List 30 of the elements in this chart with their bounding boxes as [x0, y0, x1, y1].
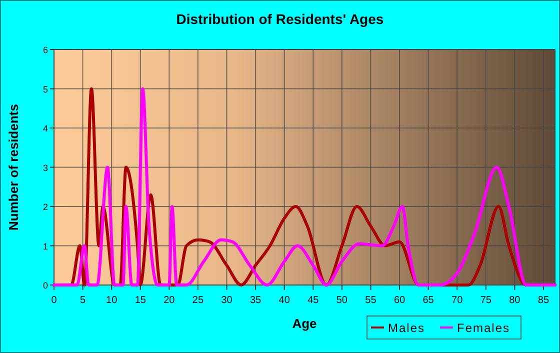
- x-tick-label: 30: [221, 295, 233, 306]
- x-tick-label: 10: [106, 295, 118, 306]
- y-axis-title: Number of residents: [6, 104, 21, 230]
- x-tick-label: 65: [422, 295, 434, 306]
- y-tick-label: 6: [42, 45, 48, 55]
- y-tick-label: 1: [42, 241, 48, 252]
- x-tick-label: 15: [134, 295, 146, 306]
- x-tick-label: 0: [51, 295, 58, 306]
- x-tick-label: 60: [394, 295, 406, 306]
- x-tick-label: 20: [164, 295, 176, 306]
- x-tick-label: 70: [452, 295, 464, 306]
- legend-label: Females: [457, 321, 510, 335]
- x-tick-label: 80: [509, 295, 521, 306]
- legend-label: Males: [388, 321, 426, 335]
- y-tick-label: 3: [42, 162, 48, 173]
- x-tick-label: 75: [480, 295, 492, 306]
- y-tick-label: 5: [42, 84, 48, 94]
- x-tick-label: 40: [278, 295, 290, 306]
- y-tick-label: 0: [42, 280, 48, 290]
- y-tick-label: 4: [42, 124, 48, 134]
- x-tick-label: 5: [80, 295, 86, 306]
- x-tick-label: 45: [308, 295, 320, 306]
- x-tick-label: 55: [365, 295, 377, 306]
- x-tick-label: 35: [250, 295, 262, 306]
- x-tick-label: 25: [192, 295, 204, 306]
- x-tick-label: 85: [538, 295, 550, 306]
- y-tick-label: 2: [42, 202, 48, 212]
- x-axis-title: Age: [292, 316, 317, 331]
- chart-title: Distribution of Residents' Ages: [176, 11, 384, 27]
- x-tick-label: 50: [336, 295, 348, 306]
